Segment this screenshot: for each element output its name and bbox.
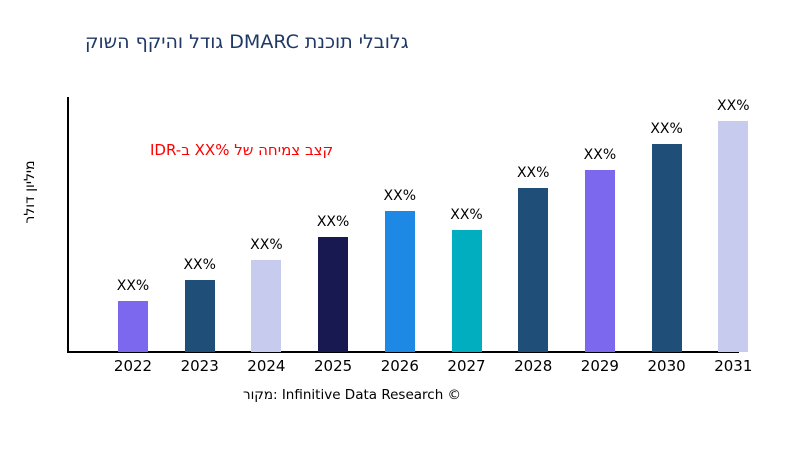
bar-2024	[251, 259, 282, 352]
bar-2031	[718, 121, 749, 352]
x-tick-label-2027: 2027	[447, 357, 486, 375]
x-tick-label-2026: 2026	[380, 357, 419, 375]
bar-2028	[518, 187, 549, 352]
y-axis-label: רלוד ןוילימ	[22, 160, 38, 224]
bar-value-label-2026: XX%	[383, 188, 417, 205]
bar-value-label-2022: XX%	[116, 278, 150, 295]
x-tick-label-2030: 2030	[647, 357, 686, 375]
x-tick-label-2031: 2031	[714, 357, 753, 375]
bar-value-label-2023: XX%	[183, 257, 216, 274]
bar-value-label-2028: XX%	[516, 164, 550, 181]
bar-2025	[318, 236, 349, 352]
chart-title: קושה ףקיהו לדוג DMARC תנכות ילבולג	[85, 31, 409, 53]
bar-2030	[651, 144, 682, 352]
x-axis-line	[67, 351, 739, 353]
bar-value-label-2031: XX%	[717, 98, 750, 114]
bar-2022	[118, 301, 148, 352]
x-tick-label-2022: 2022	[113, 357, 153, 375]
x-tick-label-2023: 2023	[180, 357, 219, 375]
growth-annotation: IDR-ב XX% לש החימצ בצק	[150, 141, 334, 159]
bar-2026	[384, 211, 415, 352]
bar-value-label-2027: XX%	[450, 206, 483, 223]
bar-2029	[584, 169, 615, 352]
bar-value-label-2025: XX%	[316, 213, 350, 230]
x-tick-label-2024: 2024	[247, 357, 286, 375]
x-tick-label-2029: 2029	[580, 357, 619, 375]
bar-value-label-2024: XX%	[250, 236, 283, 253]
bar-value-label-2030: XX%	[650, 121, 683, 138]
bar-2027	[451, 229, 482, 352]
bar-value-label-2029: XX%	[583, 146, 617, 163]
x-tick-label-2028: 2028	[514, 357, 553, 375]
y-axis-line	[67, 97, 69, 353]
x-tick-label-2025: 2025	[314, 357, 353, 375]
source-caption: רוקמ: Infinitive Data Research ©	[242, 387, 462, 403]
bar-2023	[184, 280, 215, 352]
